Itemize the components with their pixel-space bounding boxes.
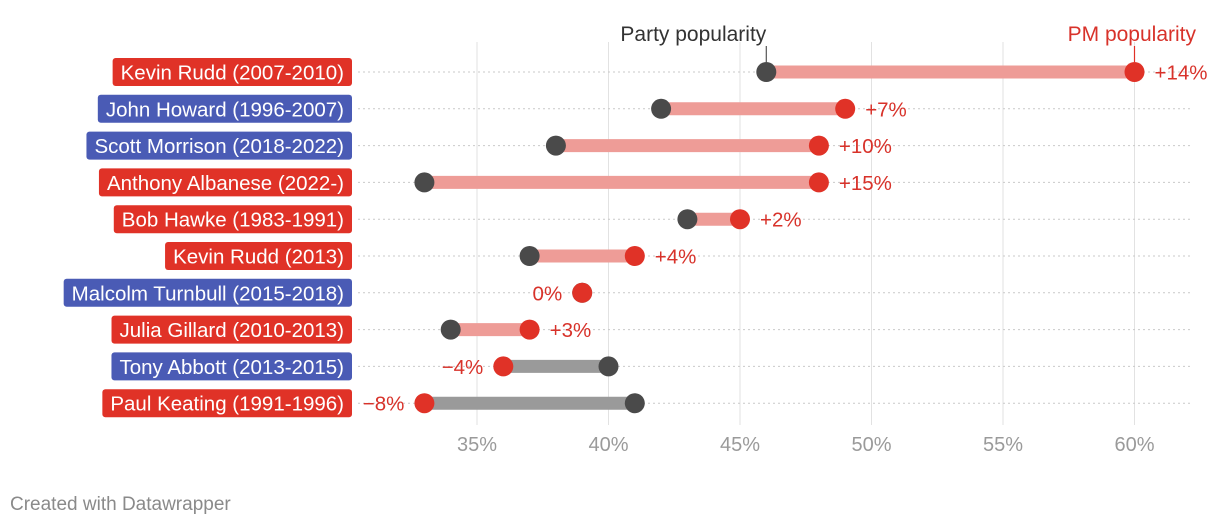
row-label-badge — [113, 205, 352, 234]
difference-label: +10% — [839, 135, 892, 158]
row-label: John Howard (1996-2007) — [106, 98, 344, 121]
difference-label: +3% — [550, 319, 592, 342]
x-tick-label: 45% — [720, 434, 760, 456]
row-label-badge — [97, 94, 352, 123]
pm-popularity-dot — [572, 282, 593, 303]
legend-pm-popularity: PM popularity — [1068, 23, 1197, 46]
difference-label: −4% — [442, 356, 484, 379]
x-tick-label: 35% — [457, 434, 497, 456]
row-label-badge — [63, 278, 352, 307]
pm-popularity-dot — [519, 319, 540, 340]
party-popularity-dot — [624, 393, 645, 414]
legend-party-popularity: Party popularity — [620, 23, 766, 46]
party-popularity-dot — [545, 135, 566, 156]
party-popularity-dot — [756, 62, 777, 82]
dumbbell-chart: 35% 40% 45% 50% 55% 60% Party popularity PM pop… — [63, 23, 1208, 456]
row-label-badge — [165, 242, 352, 270]
difference-label: +7% — [865, 98, 907, 121]
row-label: Paul Keating (1991-1996) — [110, 393, 344, 416]
pm-popularity-dot — [730, 209, 750, 230]
difference-label: −8% — [363, 393, 405, 416]
row-label: Tony Abbott (2013-2015) — [119, 356, 344, 379]
pm-popularity-dot — [493, 356, 514, 377]
row-label-badge — [98, 168, 352, 197]
row-label-badge — [111, 352, 352, 381]
difference-label: +14% — [1155, 62, 1208, 85]
party-popularity-dot — [677, 209, 698, 230]
difference-label: +15% — [839, 172, 892, 195]
row-label: Julia Gillard (2010-2013) — [120, 319, 344, 342]
party-popularity-dot — [440, 319, 461, 340]
party-popularity-dot — [519, 246, 540, 266]
difference-label: +4% — [655, 246, 697, 269]
pm-popularity-dot — [414, 393, 435, 414]
party-popularity-dot — [598, 356, 619, 377]
row-label: Kevin Rudd (2007-2010) — [121, 62, 344, 85]
row-label-badge — [112, 58, 352, 86]
pm-popularity-dot — [808, 135, 829, 156]
row-label-badge — [111, 315, 352, 344]
row-label: Bob Hawke (1983-1991) — [122, 209, 344, 232]
row-label: Scott Morrison (2018-2022) — [94, 135, 344, 158]
x-tick-label: 50% — [851, 434, 891, 456]
difference-label: 0% — [533, 282, 563, 305]
difference-label: +2% — [760, 209, 802, 232]
x-tick-label: 55% — [983, 434, 1023, 456]
row-label-badge — [86, 131, 352, 160]
pm-popularity-dot — [808, 172, 829, 193]
pm-popularity-dot — [835, 98, 856, 119]
party-popularity-dot — [414, 172, 435, 193]
row-label: Anthony Albanese (2022-) — [107, 172, 344, 195]
row-label-badge — [102, 389, 352, 418]
row-label: Kevin Rudd (2013) — [173, 246, 344, 269]
party-popularity-dot — [651, 98, 672, 119]
x-tick-label: 60% — [1114, 434, 1154, 456]
x-tick-label: 40% — [588, 434, 628, 456]
row-label: Malcolm Turnbull (2015-2018) — [72, 282, 344, 305]
footer-credit: Created with Datawrapper — [10, 494, 231, 515]
pm-popularity-dot — [1124, 62, 1145, 82]
pm-popularity-dot — [624, 246, 645, 266]
